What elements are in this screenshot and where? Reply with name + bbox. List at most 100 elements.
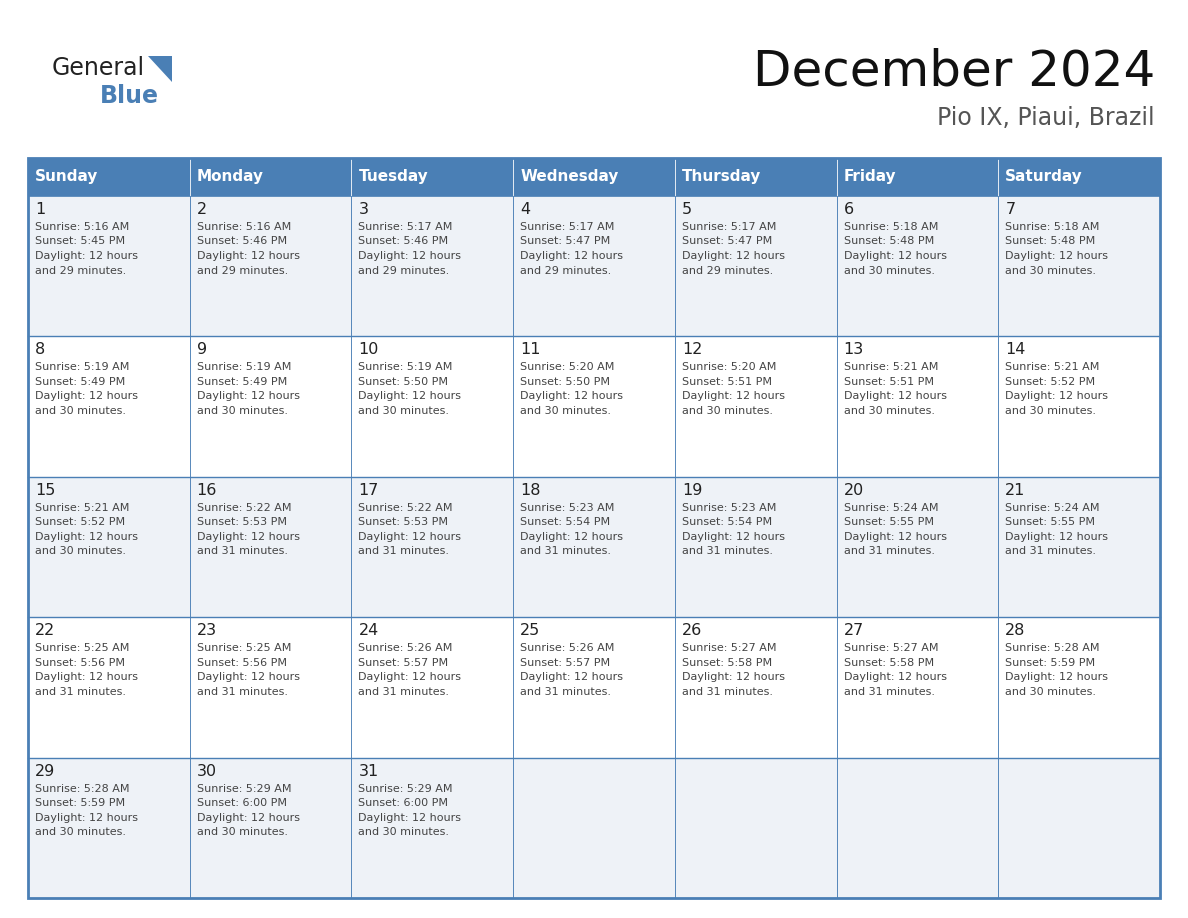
Text: and 30 minutes.: and 30 minutes. [359, 827, 449, 837]
Text: Sunset: 5:52 PM: Sunset: 5:52 PM [1005, 377, 1095, 386]
Bar [998, 196, 1159, 336]
Bar [352, 196, 513, 336]
Text: 19: 19 [682, 483, 702, 498]
Text: Daylight: 12 hours: Daylight: 12 hours [359, 672, 461, 682]
Text: Sunset: 5:57 PM: Sunset: 5:57 PM [520, 657, 611, 667]
Bar [998, 476, 1159, 617]
Text: 18: 18 [520, 483, 541, 498]
Text: Sunset: 5:49 PM: Sunset: 5:49 PM [197, 377, 287, 386]
Bar [352, 476, 513, 617]
Text: Sunrise: 5:25 AM: Sunrise: 5:25 AM [34, 644, 129, 654]
Bar [29, 617, 190, 757]
Bar [675, 757, 836, 898]
Text: December 2024: December 2024 [753, 48, 1155, 96]
Bar [998, 158, 1159, 196]
Text: Daylight: 12 hours: Daylight: 12 hours [34, 251, 138, 261]
Text: Daylight: 12 hours: Daylight: 12 hours [1005, 532, 1108, 542]
Text: 30: 30 [197, 764, 217, 778]
Text: Sunset: 6:00 PM: Sunset: 6:00 PM [359, 798, 448, 808]
Text: and 31 minutes.: and 31 minutes. [359, 687, 449, 697]
Text: Sunrise: 5:20 AM: Sunrise: 5:20 AM [520, 363, 614, 373]
Text: 25: 25 [520, 623, 541, 638]
Text: Sunrise: 5:29 AM: Sunrise: 5:29 AM [197, 784, 291, 793]
Bar [29, 196, 190, 336]
Text: 6: 6 [843, 202, 854, 217]
Bar [190, 757, 352, 898]
Text: Daylight: 12 hours: Daylight: 12 hours [682, 532, 785, 542]
Text: 17: 17 [359, 483, 379, 498]
Text: Sunrise: 5:19 AM: Sunrise: 5:19 AM [34, 363, 129, 373]
Text: 12: 12 [682, 342, 702, 357]
Text: Sunrise: 5:21 AM: Sunrise: 5:21 AM [34, 503, 129, 513]
Bar [352, 757, 513, 898]
Text: Daylight: 12 hours: Daylight: 12 hours [520, 251, 624, 261]
Text: 4: 4 [520, 202, 530, 217]
Text: Sunset: 5:57 PM: Sunset: 5:57 PM [359, 657, 449, 667]
Text: and 30 minutes.: and 30 minutes. [34, 546, 126, 556]
Text: Sunrise: 5:24 AM: Sunrise: 5:24 AM [1005, 503, 1100, 513]
Bar [836, 757, 998, 898]
Text: Daylight: 12 hours: Daylight: 12 hours [682, 251, 785, 261]
Bar [513, 617, 675, 757]
Bar [675, 158, 836, 196]
Text: and 31 minutes.: and 31 minutes. [197, 687, 287, 697]
Text: Sunset: 5:56 PM: Sunset: 5:56 PM [197, 657, 286, 667]
Bar [513, 158, 675, 196]
Text: 29: 29 [34, 764, 56, 778]
Text: Sunset: 5:59 PM: Sunset: 5:59 PM [34, 798, 125, 808]
Bar [675, 617, 836, 757]
Text: Daylight: 12 hours: Daylight: 12 hours [843, 532, 947, 542]
Bar [998, 757, 1159, 898]
Text: and 30 minutes.: and 30 minutes. [1005, 265, 1097, 275]
Text: General: General [52, 56, 145, 80]
Text: and 30 minutes.: and 30 minutes. [197, 827, 287, 837]
Text: 8: 8 [34, 342, 45, 357]
Text: 10: 10 [359, 342, 379, 357]
Text: 28: 28 [1005, 623, 1025, 638]
Text: 3: 3 [359, 202, 368, 217]
Text: and 31 minutes.: and 31 minutes. [197, 546, 287, 556]
Text: 13: 13 [843, 342, 864, 357]
Text: 14: 14 [1005, 342, 1025, 357]
Text: Daylight: 12 hours: Daylight: 12 hours [520, 391, 624, 401]
Text: 5: 5 [682, 202, 691, 217]
Bar [352, 617, 513, 757]
Text: Sunset: 5:48 PM: Sunset: 5:48 PM [843, 237, 934, 247]
Text: Sunrise: 5:17 AM: Sunrise: 5:17 AM [682, 222, 776, 232]
Text: and 31 minutes.: and 31 minutes. [682, 546, 773, 556]
Text: and 29 minutes.: and 29 minutes. [197, 265, 287, 275]
Text: and 31 minutes.: and 31 minutes. [34, 687, 126, 697]
Bar [29, 757, 190, 898]
Text: Blue: Blue [100, 84, 159, 108]
Text: Sunset: 5:52 PM: Sunset: 5:52 PM [34, 518, 125, 527]
Text: 27: 27 [843, 623, 864, 638]
Text: Daylight: 12 hours: Daylight: 12 hours [1005, 251, 1108, 261]
Text: Sunrise: 5:16 AM: Sunrise: 5:16 AM [34, 222, 129, 232]
Text: and 29 minutes.: and 29 minutes. [520, 265, 612, 275]
Text: Sunrise: 5:26 AM: Sunrise: 5:26 AM [359, 644, 453, 654]
Text: Sunset: 5:55 PM: Sunset: 5:55 PM [843, 518, 934, 527]
Bar [675, 336, 836, 476]
Text: Sunrise: 5:22 AM: Sunrise: 5:22 AM [197, 503, 291, 513]
Text: Sunrise: 5:25 AM: Sunrise: 5:25 AM [197, 644, 291, 654]
Text: 16: 16 [197, 483, 217, 498]
Bar [513, 757, 675, 898]
Text: Sunset: 5:53 PM: Sunset: 5:53 PM [359, 518, 448, 527]
Text: Sunrise: 5:29 AM: Sunrise: 5:29 AM [359, 784, 453, 793]
Text: and 30 minutes.: and 30 minutes. [1005, 687, 1097, 697]
Bar [675, 476, 836, 617]
Text: Daylight: 12 hours: Daylight: 12 hours [520, 532, 624, 542]
Text: Sunrise: 5:18 AM: Sunrise: 5:18 AM [1005, 222, 1100, 232]
Text: Sunrise: 5:21 AM: Sunrise: 5:21 AM [843, 363, 939, 373]
Text: Friday: Friday [843, 170, 896, 185]
Text: 15: 15 [34, 483, 56, 498]
Text: Sunrise: 5:23 AM: Sunrise: 5:23 AM [682, 503, 776, 513]
Text: Sunset: 5:45 PM: Sunset: 5:45 PM [34, 237, 125, 247]
Bar [190, 336, 352, 476]
Text: 26: 26 [682, 623, 702, 638]
Text: Sunset: 5:55 PM: Sunset: 5:55 PM [1005, 518, 1095, 527]
Bar [29, 158, 1159, 898]
Text: and 31 minutes.: and 31 minutes. [682, 687, 773, 697]
Bar [675, 196, 836, 336]
Text: Sunrise: 5:23 AM: Sunrise: 5:23 AM [520, 503, 614, 513]
